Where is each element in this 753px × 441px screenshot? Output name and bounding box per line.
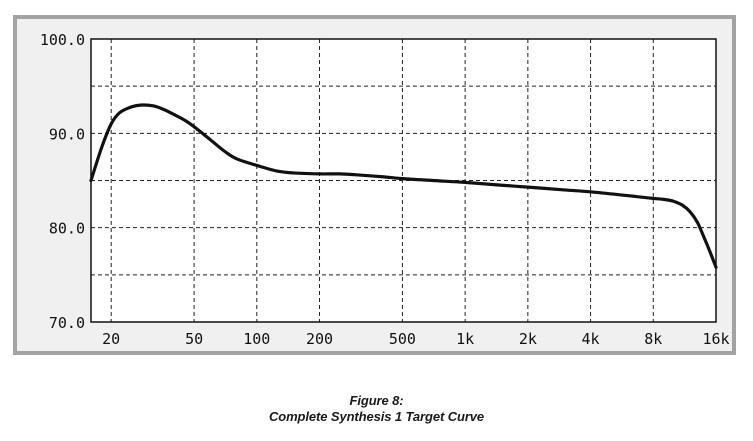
y-tick-label: 80.0 xyxy=(49,220,85,238)
x-tick-label: 500 xyxy=(389,330,416,348)
x-tick-label: 8k xyxy=(644,330,662,348)
x-tick-label: 200 xyxy=(306,330,333,348)
chart-frame: 70.0 80.0 90.0 100.0 20 50 100 200 500 1k 2k 4k 8k 16… xyxy=(13,15,736,355)
target-curve-line xyxy=(89,103,718,269)
x-tick-label: 20 xyxy=(102,330,120,348)
x-tick-label: 4k xyxy=(582,330,600,348)
y-tick-label: 90.0 xyxy=(49,125,85,143)
frequency-response-chart: 70.0 80.0 90.0 100.0 20 50 100 200 500 1k 2k 4k 8k 16… xyxy=(40,31,730,348)
figure-title: Complete Synthesis 1 Target Curve xyxy=(268,409,485,424)
x-tick-label: 50 xyxy=(185,330,203,348)
figure-label: Figure 8: xyxy=(349,393,404,408)
x-tick-label: 100 xyxy=(243,330,270,348)
x-tick-label: 2k xyxy=(519,330,537,348)
x-tick-label: 16k xyxy=(702,330,729,348)
y-tick-label: 100.0 xyxy=(40,31,85,49)
y-tick-label: 70.0 xyxy=(49,314,85,332)
x-tick-label: 1k xyxy=(456,330,474,348)
